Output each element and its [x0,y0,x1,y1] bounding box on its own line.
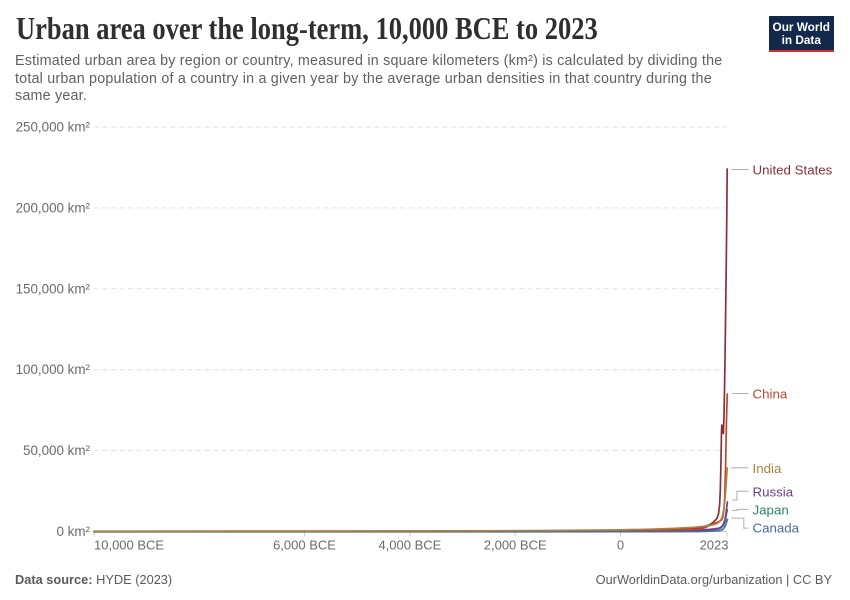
svg-text:0 km²: 0 km² [57,524,91,539]
svg-text:6,000 BCE: 6,000 BCE [273,538,336,553]
svg-text:United States: United States [753,162,833,177]
svg-text:2,000 BCE: 2,000 BCE [484,538,547,553]
svg-text:China: China [753,386,788,401]
svg-text:100,000 km²: 100,000 km² [16,362,91,377]
svg-text:50,000 km²: 50,000 km² [23,443,91,458]
svg-text:0: 0 [617,538,624,553]
svg-text:250,000 km²: 250,000 km² [16,120,91,135]
svg-text:4,000 BCE: 4,000 BCE [378,538,441,553]
svg-text:200,000 km²: 200,000 km² [16,200,91,215]
svg-text:Canada: Canada [753,520,800,535]
svg-text:Japan: Japan [753,503,789,518]
svg-text:India: India [753,461,782,476]
svg-text:10,000 BCE: 10,000 BCE [94,538,164,553]
svg-text:2023: 2023 [700,538,729,553]
svg-text:150,000 km²: 150,000 km² [16,281,91,296]
svg-text:Russia: Russia [753,484,794,499]
